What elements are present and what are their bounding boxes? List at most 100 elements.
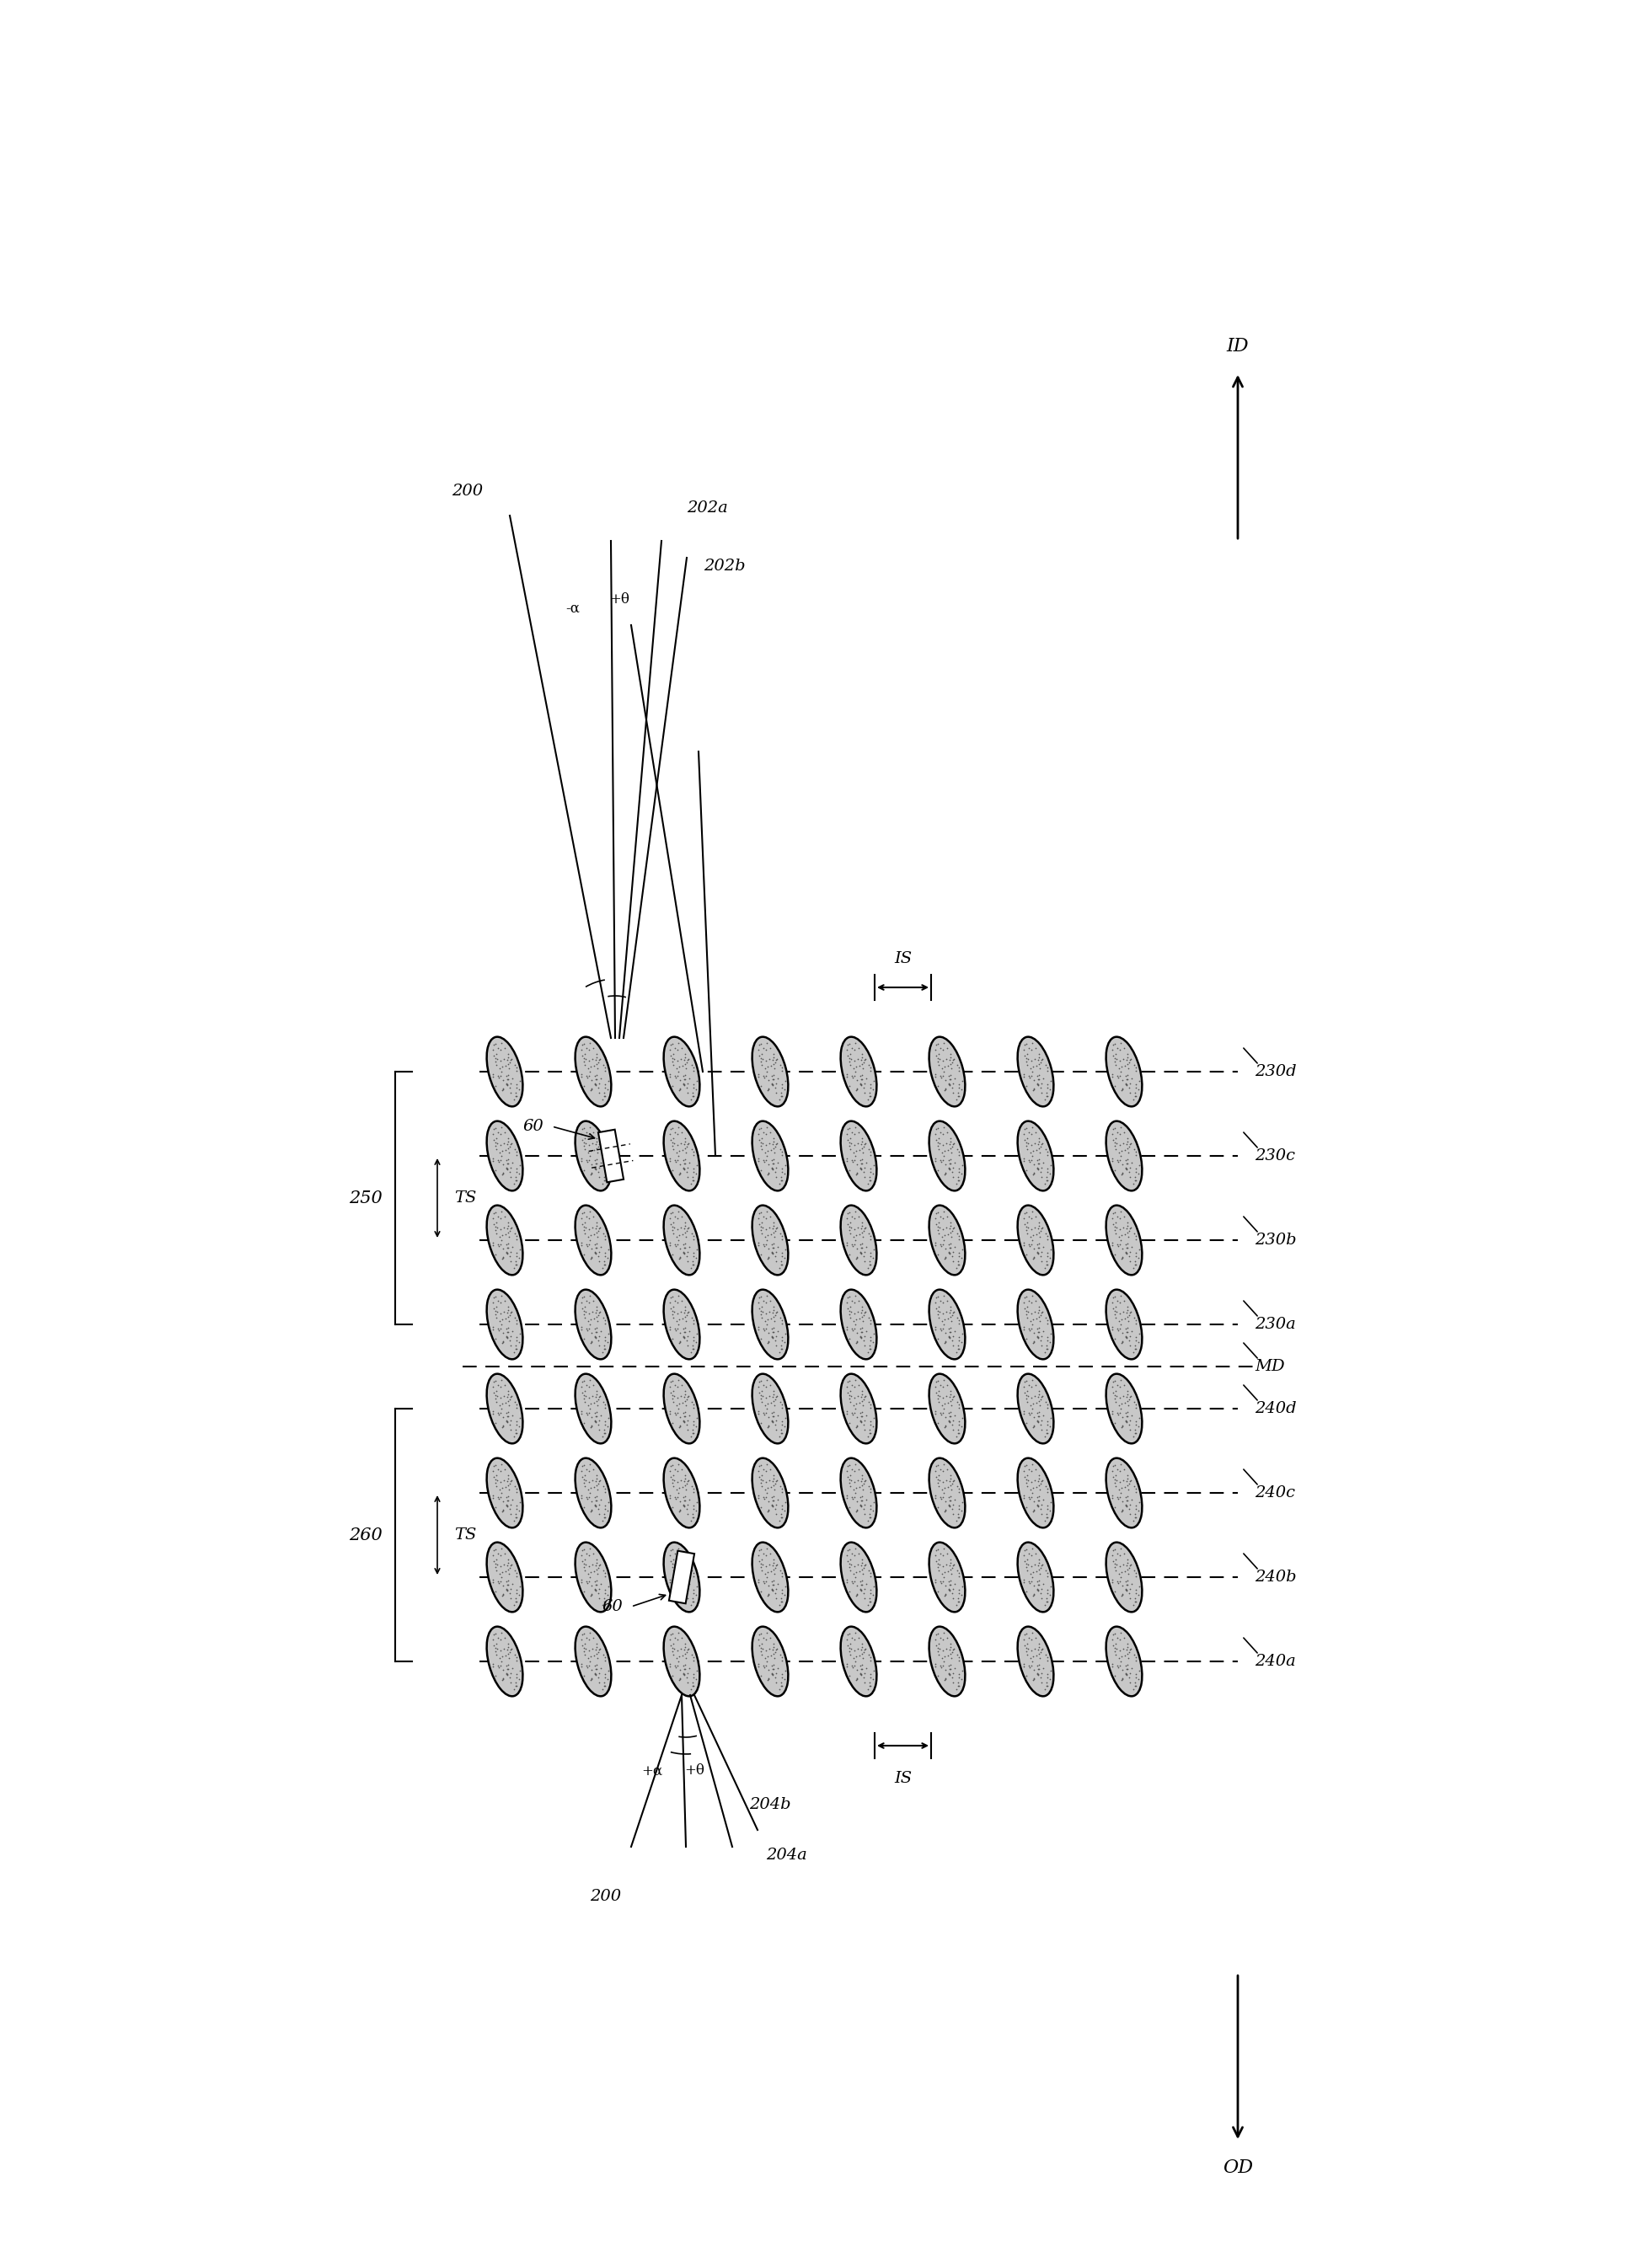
Point xyxy=(485,1311,511,1347)
Point xyxy=(1117,1129,1143,1166)
Point xyxy=(1021,1651,1047,1687)
Point xyxy=(588,1059,614,1095)
Point xyxy=(1016,1535,1042,1572)
Point xyxy=(503,1574,529,1610)
Point xyxy=(949,1576,975,1613)
Point xyxy=(572,1381,598,1418)
Point xyxy=(1029,1159,1055,1195)
Point xyxy=(928,1125,954,1161)
Point xyxy=(841,1479,867,1515)
Point xyxy=(929,1050,955,1086)
Point xyxy=(1034,1247,1060,1284)
Point xyxy=(761,1635,787,1672)
Point xyxy=(503,1068,529,1105)
Point xyxy=(928,1463,954,1499)
Point xyxy=(1107,1222,1133,1259)
Point xyxy=(671,1572,697,1608)
Point xyxy=(763,1381,789,1418)
Point xyxy=(761,1057,787,1093)
Ellipse shape xyxy=(753,1458,789,1529)
Point xyxy=(939,1129,965,1166)
Point xyxy=(1122,1052,1148,1089)
Point xyxy=(594,1064,621,1100)
Point xyxy=(753,1116,779,1152)
Point xyxy=(578,1576,604,1613)
Point xyxy=(573,1313,599,1349)
Point xyxy=(849,1456,875,1492)
Point xyxy=(578,1325,604,1361)
Point xyxy=(660,1125,686,1161)
Point xyxy=(759,1211,785,1247)
Point xyxy=(758,1198,784,1234)
Point xyxy=(769,1411,795,1447)
Point xyxy=(834,1458,861,1495)
Point xyxy=(495,1572,521,1608)
Point xyxy=(848,1211,874,1247)
Point xyxy=(754,1615,781,1651)
Point xyxy=(1099,1284,1125,1320)
Point xyxy=(1099,1059,1125,1095)
Point xyxy=(851,1547,877,1583)
Point xyxy=(495,1379,521,1415)
Point xyxy=(929,1227,955,1263)
Point xyxy=(937,1204,963,1241)
Point xyxy=(663,1030,689,1066)
Point xyxy=(746,1279,772,1315)
Point xyxy=(929,1368,955,1404)
Point xyxy=(1112,1132,1138,1168)
Point xyxy=(1107,1368,1133,1404)
Point xyxy=(1110,1379,1137,1415)
Point xyxy=(857,1406,883,1442)
Point xyxy=(493,1234,519,1270)
Point xyxy=(759,1463,785,1499)
Point xyxy=(575,1050,601,1086)
Point xyxy=(671,1563,697,1599)
Point xyxy=(1034,1404,1060,1440)
Point xyxy=(674,1656,701,1692)
Point xyxy=(1016,1547,1042,1583)
Point xyxy=(746,1374,772,1411)
Point xyxy=(503,1488,529,1524)
Point xyxy=(844,1660,870,1696)
Point xyxy=(753,1211,779,1247)
Point xyxy=(495,1463,521,1499)
Point xyxy=(576,1463,603,1499)
Point xyxy=(946,1306,972,1343)
Point xyxy=(480,1395,506,1431)
Point xyxy=(576,1139,603,1175)
Point xyxy=(1122,1327,1148,1363)
Point xyxy=(1034,1134,1060,1170)
Point xyxy=(771,1325,797,1361)
Ellipse shape xyxy=(1017,1204,1053,1275)
Point xyxy=(590,1420,616,1456)
Point xyxy=(490,1134,516,1170)
Point xyxy=(949,1408,975,1445)
Point xyxy=(485,1125,511,1161)
Ellipse shape xyxy=(929,1290,965,1359)
Point xyxy=(852,1209,879,1245)
Point xyxy=(761,1204,787,1241)
Point xyxy=(503,1247,529,1284)
Point xyxy=(761,1036,787,1073)
Point xyxy=(490,1041,516,1077)
Point xyxy=(576,1479,603,1515)
Point xyxy=(663,1059,689,1095)
Point xyxy=(756,1651,782,1687)
Point xyxy=(836,1152,862,1188)
Point xyxy=(1109,1154,1135,1191)
Point xyxy=(748,1447,774,1483)
Point xyxy=(498,1075,524,1111)
Point xyxy=(851,1381,877,1418)
Point xyxy=(763,1631,789,1667)
Point xyxy=(931,1642,957,1678)
Point xyxy=(834,1111,861,1148)
Point xyxy=(576,1368,603,1404)
Point xyxy=(1117,1406,1143,1442)
Point xyxy=(1122,1574,1148,1610)
Point xyxy=(583,1404,609,1440)
Point xyxy=(1034,1234,1060,1270)
Point xyxy=(844,1070,870,1107)
Point xyxy=(1122,1220,1148,1256)
Point xyxy=(576,1227,603,1263)
Point xyxy=(753,1454,779,1490)
